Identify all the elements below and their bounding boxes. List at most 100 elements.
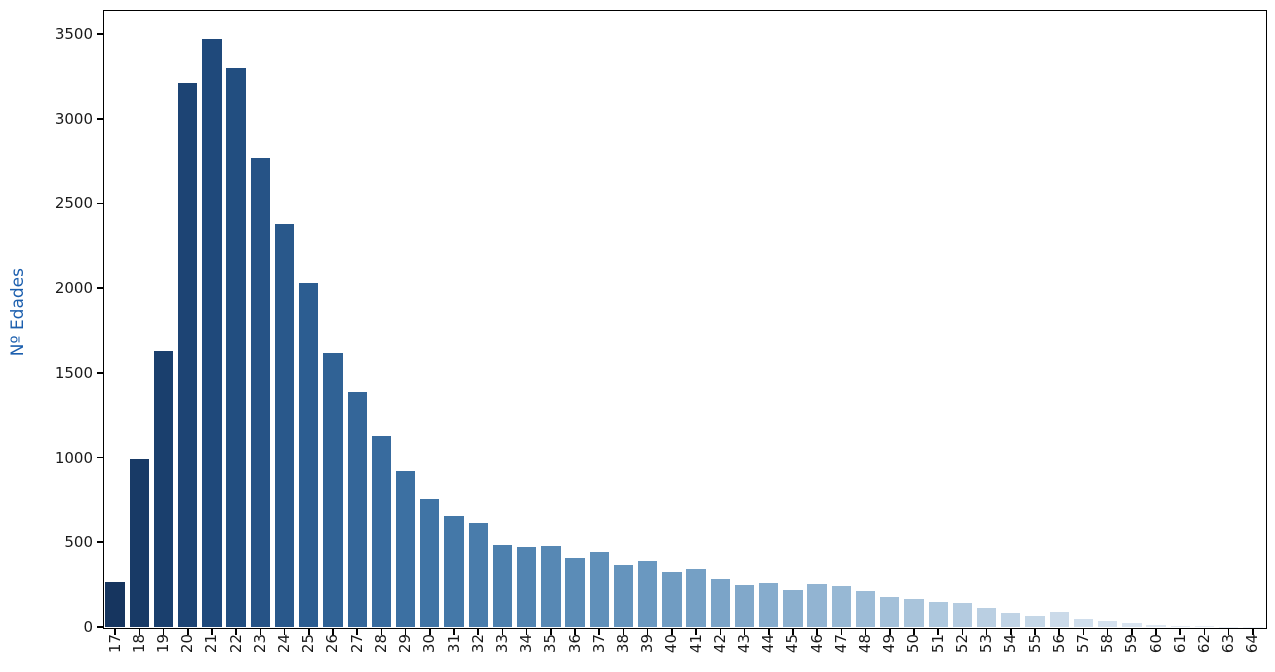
bar-age-31 [444, 516, 464, 627]
bar-age-17 [105, 582, 125, 627]
bar-age-32 [468, 522, 488, 627]
bar-age-28 [371, 435, 392, 627]
x-tick-mark [574, 628, 576, 635]
bar-age-18 [129, 459, 149, 627]
x-tick-mark [1203, 628, 1206, 635]
x-tick-label: 27 [347, 634, 366, 654]
x-tick-label: 50 [904, 634, 923, 654]
bar-age-38 [613, 565, 634, 627]
x-tick-mark [380, 628, 383, 635]
x-tick-mark [501, 628, 504, 635]
x-tick-label: 51 [928, 634, 947, 654]
x-tick-mark [913, 628, 915, 635]
x-tick-label: 42 [710, 634, 729, 654]
bar-age-49 [880, 597, 900, 627]
y-tick-label: 1000 [54, 448, 93, 467]
x-tick-label: 17 [105, 634, 124, 654]
x-tick-mark [332, 628, 334, 635]
bar-age-58 [1097, 621, 1118, 627]
x-tick-label: 38 [613, 634, 632, 654]
x-tick-mark [816, 628, 818, 635]
x-tick-label: 53 [977, 634, 996, 654]
x-tick-label: 30 [420, 634, 439, 654]
bar-age-37 [589, 551, 609, 627]
bar-age-41 [686, 568, 706, 627]
x-tick-label: 32 [468, 634, 487, 654]
bar-age-61 [1170, 625, 1190, 627]
x-tick-mark [985, 628, 988, 635]
bar-age-30 [420, 499, 440, 627]
x-tick-label: 21 [202, 634, 221, 654]
x-tick-label: 59 [1122, 634, 1141, 654]
bar-age-20 [178, 83, 198, 627]
x-tick-label: 56 [1049, 634, 1068, 654]
bar-age-27 [347, 391, 367, 627]
x-tick-mark [307, 628, 310, 635]
bar-age-47 [831, 586, 852, 627]
x-tick-mark [937, 628, 939, 635]
y-tick-label: 2500 [54, 194, 93, 213]
x-tick-mark [743, 628, 746, 635]
x-tick-label: 49 [880, 634, 899, 654]
bar-age-52 [952, 603, 973, 627]
x-tick-mark [138, 628, 141, 635]
x-tick-mark [1252, 628, 1254, 635]
x-tick-label: 61 [1170, 634, 1189, 654]
bar-age-60 [1146, 625, 1166, 627]
x-tick-label: 60 [1146, 634, 1165, 654]
bar-age-46 [807, 583, 827, 627]
x-tick-mark [1082, 628, 1085, 635]
x-tick-mark [283, 628, 286, 635]
bar-age-55 [1025, 615, 1045, 627]
bar-age-54 [1001, 612, 1021, 627]
bar-age-23 [250, 157, 271, 627]
x-tick-label: 28 [371, 634, 390, 654]
bar-age-48 [855, 591, 876, 627]
x-tick-mark [840, 628, 843, 635]
x-tick-mark [695, 628, 697, 635]
x-tick-mark [1058, 628, 1061, 635]
x-tick-label: 26 [323, 634, 342, 654]
y-tick-label: 500 [64, 533, 93, 552]
y-axis-title: Nº Edades [8, 268, 28, 357]
x-tick-mark [550, 628, 552, 635]
bar-age-26 [323, 352, 343, 627]
x-tick-label: 48 [856, 634, 875, 654]
x-tick-mark [792, 628, 794, 635]
x-tick-label: 36 [565, 634, 584, 654]
x-tick-mark [1155, 628, 1157, 635]
x-tick-label: 41 [686, 634, 705, 654]
bar-age-19 [153, 350, 174, 627]
x-tick-mark [186, 628, 189, 635]
x-tick-mark [1106, 628, 1109, 635]
bar-age-24 [274, 223, 295, 627]
bar-age-43 [734, 585, 755, 627]
bar-age-33 [492, 544, 513, 627]
x-tick-label: 64 [1243, 634, 1262, 654]
x-tick-mark [114, 628, 116, 635]
x-tick-mark [1034, 628, 1036, 635]
x-tick-label: 44 [759, 634, 778, 654]
x-tick-label: 55 [1025, 634, 1044, 654]
x-tick-mark [646, 628, 649, 635]
bar-age-42 [710, 578, 730, 627]
x-tick-mark [259, 628, 262, 635]
bar-age-36 [565, 557, 585, 627]
x-tick-label: 24 [275, 634, 294, 654]
x-tick-mark [211, 628, 213, 635]
x-tick-mark [598, 628, 601, 635]
x-tick-label: 37 [589, 634, 608, 654]
bar-age-51 [928, 602, 948, 627]
y-tick-mark [97, 372, 103, 374]
x-tick-mark [162, 628, 165, 635]
x-tick-mark [767, 628, 770, 635]
x-tick-label: 62 [1194, 634, 1213, 654]
x-tick-mark [235, 628, 237, 635]
x-tick-mark [525, 628, 528, 635]
x-tick-label: 25 [299, 634, 318, 654]
bar-age-21 [202, 39, 222, 627]
bar-age-45 [783, 589, 803, 627]
x-tick-label: 45 [783, 634, 802, 654]
x-tick-label: 63 [1219, 634, 1238, 654]
